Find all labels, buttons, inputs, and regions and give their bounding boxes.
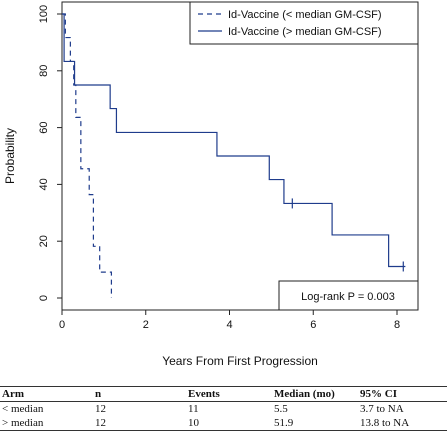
legend-box [189,1,419,45]
cell-ci: 13.8 to NA [360,417,410,429]
cell-median: 51.9 [274,417,294,429]
y-tick-label: 0 [38,295,50,301]
cell-events: 11 [188,403,199,415]
cell-n: 12 [95,403,106,415]
y-tick-label: 100 [38,5,50,23]
table-row: < median 12 11 5.5 3.7 to NA [0,402,447,417]
km-curve-series-2 [62,13,406,268]
table-row: > median 12 10 51.9 13.8 to NA [0,416,447,431]
header-events: Events [188,388,220,400]
x-tick-label: 4 [226,319,232,331]
cell-arm: > median [2,417,44,429]
table-header-row: Arm n Events Median (mo) 95% CI [0,386,447,402]
x-tick-label: 6 [310,319,316,331]
legend-entry: Id-Vaccine (> median GM-CSF) [228,26,382,38]
x-tick-label: 0 [59,319,65,331]
header-n: n [95,388,102,400]
cell-ci: 3.7 to NA [360,403,404,415]
y-tick-label: 80 [38,65,50,77]
x-tick-label: 8 [394,319,400,331]
annotation-box [278,280,419,311]
legend-entry: Id-Vaccine (< median GM-CSF) [228,9,382,21]
header-ci: 95% CI [360,388,397,400]
x-axis-title: Years From First Progression [162,354,318,368]
km-curve-series-1 [62,13,113,298]
header-median: Median (mo) [274,388,335,400]
summary-table: Arm n Events Median (mo) 95% CI < median… [0,386,447,431]
y-axis-title: Probability [3,128,17,184]
y-tick-label: 40 [38,178,50,190]
x-tick-label: 2 [143,319,149,331]
cell-arm: < median [2,403,44,415]
header-arm: Arm [2,388,24,400]
cell-n: 12 [95,417,106,429]
cell-events: 10 [188,417,199,429]
logrank-annotation: Log-rank P = 0.003 [301,291,395,303]
y-tick-label: 20 [38,235,50,247]
cell-median: 5.5 [274,403,288,415]
y-tick-label: 60 [38,121,50,133]
